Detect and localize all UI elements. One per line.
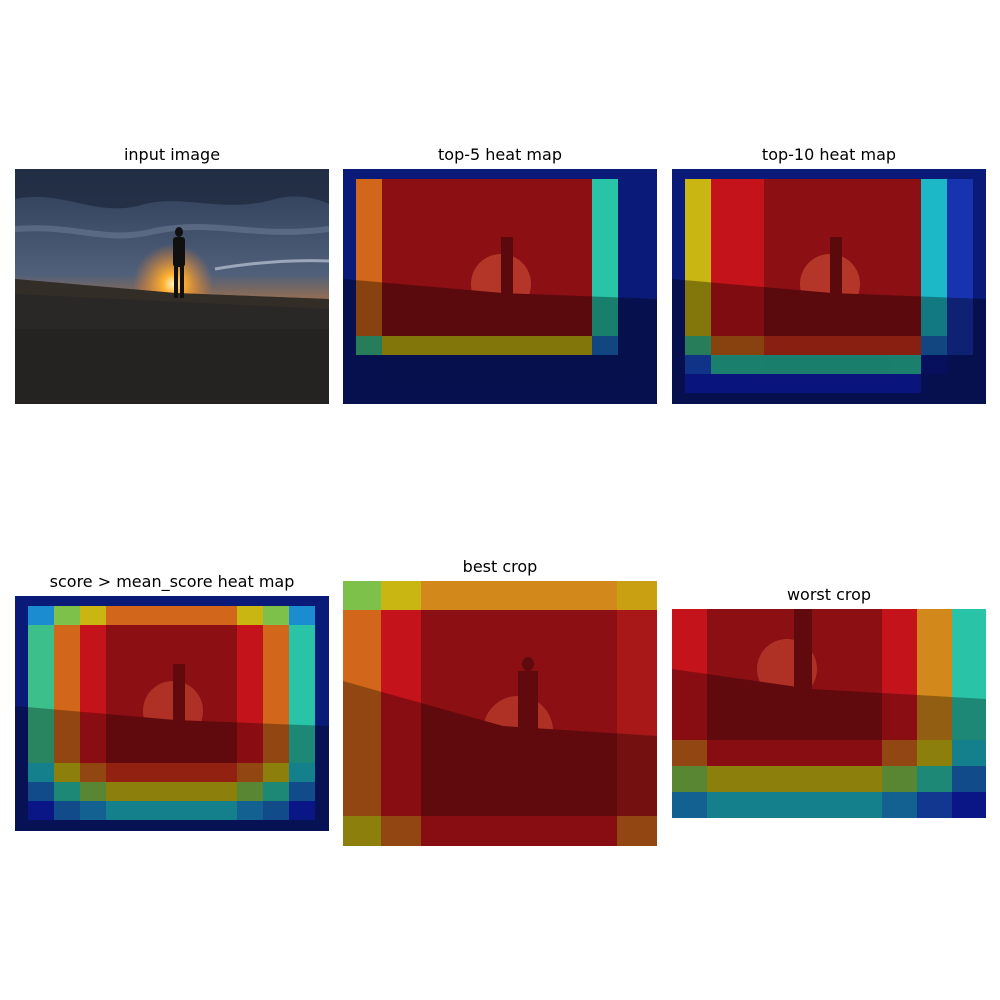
best-crop (343, 581, 657, 846)
panel-title-best: best crop (343, 557, 657, 576)
top5-heat-map (343, 169, 657, 404)
panel-title-mean: score > mean_score heat map (15, 572, 329, 591)
worst-crop (672, 609, 986, 818)
input-image (15, 169, 329, 404)
panel-title-input: input image (15, 145, 329, 164)
panel-title-worst: worst crop (672, 585, 986, 604)
panel-title-top10: top-10 heat map (672, 145, 986, 164)
mean-score-heat-map (15, 596, 329, 831)
panel-title-top5: top-5 heat map (343, 145, 657, 164)
top10-heat-map (672, 169, 986, 404)
